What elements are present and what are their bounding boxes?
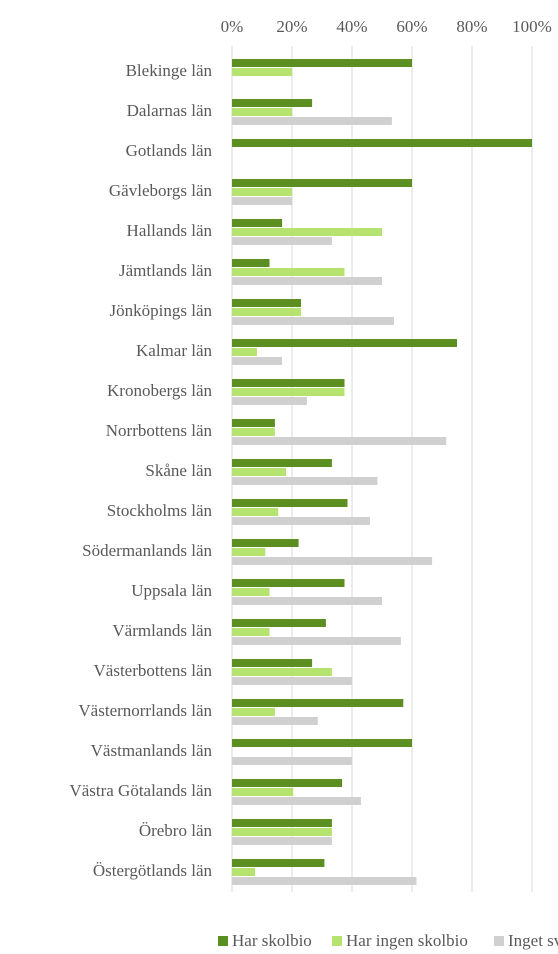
- bar: [232, 117, 392, 125]
- bar: [232, 677, 352, 685]
- y-tick-label: Västerbottens län: [94, 661, 213, 680]
- bar: [232, 659, 313, 667]
- y-tick-label: Norrbottens län: [106, 421, 213, 440]
- bar: [232, 477, 378, 485]
- bar: [232, 59, 412, 67]
- bar: [232, 539, 299, 547]
- legend-label: Inget svar: [508, 931, 558, 950]
- y-tick-label: Uppsala län: [131, 581, 212, 600]
- bar: [232, 339, 457, 347]
- x-tick-label: 80%: [456, 17, 487, 36]
- y-tick-label: Kronobergs län: [107, 381, 212, 400]
- bar: [232, 877, 417, 885]
- bar: [232, 788, 294, 796]
- bar: [232, 188, 292, 196]
- bar: [232, 508, 279, 516]
- bar: [232, 68, 292, 76]
- bar: [232, 828, 332, 836]
- bar: [232, 868, 256, 876]
- bar: [232, 357, 283, 365]
- y-tick-label: Jämtlands län: [119, 261, 213, 280]
- y-tick-label: Östergötlands län: [93, 861, 213, 880]
- bar: [232, 717, 318, 725]
- bar: [232, 637, 401, 645]
- bar: [232, 459, 332, 467]
- bar: [232, 317, 394, 325]
- bar: [232, 468, 286, 476]
- bar: [232, 437, 447, 445]
- y-tick-label: Västmanlands län: [91, 741, 213, 760]
- bar: [232, 779, 343, 787]
- bar: [232, 837, 332, 845]
- x-tick-label: 20%: [276, 17, 307, 36]
- bar: [232, 708, 275, 716]
- y-tick-label: Stockholms län: [107, 501, 213, 520]
- bar: [232, 579, 345, 587]
- y-tick-label: Västernorrlands län: [78, 701, 212, 720]
- y-tick-label: Kalmar län: [136, 341, 212, 360]
- y-tick-label: Dalarnas län: [127, 101, 213, 120]
- bar: [232, 388, 345, 396]
- bar: [232, 597, 382, 605]
- bar: [232, 628, 270, 636]
- bar: [232, 668, 332, 676]
- x-tick-label: 60%: [396, 17, 427, 36]
- bar: [232, 397, 307, 405]
- legend-swatch: [332, 936, 342, 946]
- bar: [232, 228, 382, 236]
- bar: [232, 259, 270, 267]
- bar: [232, 819, 332, 827]
- y-tick-label: Västra Götalands län: [69, 781, 212, 800]
- bar: [232, 99, 313, 107]
- legend-label: Har skolbio: [232, 931, 312, 950]
- bar: [232, 588, 270, 596]
- bar: [232, 308, 301, 316]
- y-tick-label: Blekinge län: [126, 61, 213, 80]
- x-tick-label: 100%: [512, 17, 552, 36]
- bar: [232, 139, 532, 147]
- bar: [232, 197, 292, 205]
- bar: [232, 557, 433, 565]
- bar: [232, 379, 345, 387]
- bar: [232, 517, 370, 525]
- bar: [232, 499, 348, 507]
- bar: [232, 237, 332, 245]
- legend-swatch: [218, 936, 228, 946]
- y-tick-label: Södermanlands län: [82, 541, 212, 560]
- bar: [232, 108, 292, 116]
- y-tick-label: Värmlands län: [112, 621, 212, 640]
- y-tick-label: Skåne län: [145, 461, 212, 480]
- x-tick-label: 40%: [336, 17, 367, 36]
- bar: [232, 619, 326, 627]
- bar: [232, 348, 257, 356]
- bar: [232, 219, 283, 227]
- x-tick-label: 0%: [221, 17, 244, 36]
- bar: [232, 179, 412, 187]
- legend-label: Har ingen skolbio: [346, 931, 468, 950]
- bar: [232, 299, 301, 307]
- bar: [232, 428, 275, 436]
- y-tick-label: Örebro län: [139, 821, 213, 840]
- bar: [232, 739, 412, 747]
- y-tick-label: Hallands län: [127, 221, 213, 240]
- bar: [232, 548, 266, 556]
- bar: [232, 277, 382, 285]
- bar: [232, 757, 352, 765]
- y-tick-label: Gävleborgs län: [109, 181, 213, 200]
- y-tick-label: Gotlands län: [126, 141, 213, 160]
- bar: [232, 859, 325, 867]
- legend-swatch: [494, 936, 504, 946]
- bar: [232, 268, 345, 276]
- bar: [232, 699, 404, 707]
- bar: [232, 419, 275, 427]
- bar: [232, 797, 361, 805]
- y-tick-label: Jönköpings län: [110, 301, 213, 320]
